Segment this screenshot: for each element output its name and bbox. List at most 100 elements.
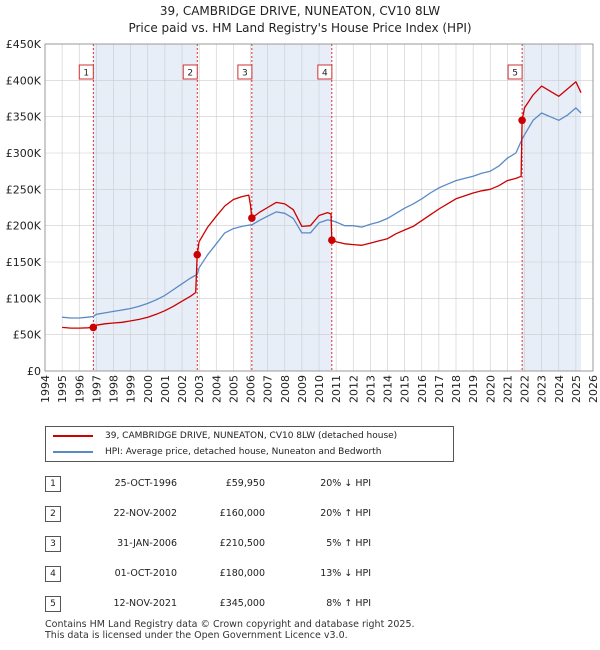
sale-price: £210,500 [219, 538, 265, 549]
chart-title: 39, CAMBRIDGE DRIVE, NUNEATON, CV10 8LW … [0, 3, 600, 37]
x-tick-label: 2002 [176, 375, 189, 403]
sale-number-badge: 4 [45, 566, 61, 582]
x-tick-label: 1997 [90, 375, 103, 403]
x-tick-label: 1998 [108, 375, 121, 403]
sale-label-text: 5 [512, 69, 518, 79]
sale-label-box [182, 64, 198, 80]
shaded-ranges [93, 44, 582, 371]
sale-label-text: 2 [187, 69, 193, 79]
sale-point [328, 236, 336, 244]
sale-point [248, 214, 256, 222]
legend-item-hpi: HPI: Average price, detached house, Nune… [53, 445, 381, 459]
x-tick-label: 2026 [587, 375, 600, 403]
y-tick-label: £200K [6, 220, 42, 233]
footer-line-1: Contains HM Land Registry data © Crown c… [45, 619, 415, 630]
title-line-1: 39, CAMBRIDGE DRIVE, NUNEATON, CV10 8LW [159, 4, 441, 18]
y-tick-label: £450K [6, 38, 42, 51]
sale-label-text: 1 [83, 69, 89, 79]
x-tick-label: 2015 [399, 375, 412, 403]
plot-frame [44, 43, 594, 372]
series-lines [62, 81, 582, 329]
x-tick-label: 2025 [570, 375, 583, 403]
x-tick-label: 2005 [227, 375, 240, 403]
y-tick-label: £300K [6, 147, 42, 160]
x-tick-label: 2007 [262, 375, 275, 403]
sale-date: 22-NOV-2002 [113, 508, 177, 519]
x-tick-label: 2012 [347, 375, 360, 403]
x-tick-label: 2017 [433, 375, 446, 403]
sale-price: £160,000 [219, 508, 265, 519]
sale-hpi-change: 13% ↓ HPI [320, 568, 371, 579]
x-tick-label: 2008 [279, 375, 292, 403]
table-row: 2 22-NOV-2002 £160,000 20% ↑ HPI [45, 506, 585, 522]
sale-date: 01-OCT-2010 [114, 568, 177, 579]
hpi-series-line [62, 107, 582, 319]
sale-hpi-change: 8% ↑ HPI [326, 598, 371, 609]
sale-number-badge: 3 [45, 536, 61, 552]
x-tick-label: 1996 [73, 375, 86, 403]
x-tick-label: 2020 [484, 375, 497, 403]
sale-points [89, 116, 526, 332]
sale-date: 12-NOV-2021 [113, 598, 177, 609]
title-line-2: Price paid vs. HM Land Registry's House … [128, 21, 472, 35]
x-tick-label: 2022 [519, 375, 532, 403]
x-tick-label: 2003 [193, 375, 206, 403]
x-tick-label: 2021 [501, 375, 514, 403]
sale-date: 31-JAN-2006 [117, 538, 177, 549]
sale-number-badge: 5 [45, 596, 61, 612]
y-tick-label: £150K [6, 256, 42, 269]
x-tick-label: 2010 [313, 375, 326, 403]
footer: Contains HM Land Registry data © Crown c… [45, 619, 415, 641]
sale-hpi-change: 20% ↑ HPI [320, 508, 371, 519]
x-tick-label: 2023 [536, 375, 549, 403]
x-tick-label: 2013 [364, 375, 377, 403]
sale-label-box [78, 64, 94, 80]
x-tick-label: 2016 [416, 375, 429, 403]
sale-label-box [507, 64, 523, 80]
x-tick-label: 2024 [553, 375, 566, 403]
x-tick-label: 2011 [330, 375, 343, 403]
legend-price-label: 39, CAMBRIDGE DRIVE, NUNEATON, CV10 8LW … [105, 431, 398, 441]
sale-number-badge: 2 [45, 506, 61, 522]
x-tick-label: 2018 [450, 375, 463, 403]
y-tick-label: £100K [6, 292, 42, 305]
shaded-range [251, 44, 332, 371]
legend-hpi-swatch [53, 451, 93, 453]
x-tick-label: 2009 [296, 375, 309, 403]
sale-price: £59,950 [225, 478, 265, 489]
x-tick-label: 2004 [210, 375, 223, 403]
sale-label-text: 4 [322, 69, 328, 79]
y-tick-label: £250K [6, 183, 42, 196]
x-tick-label: 1995 [56, 375, 69, 403]
y-tick-label: £0 [27, 365, 41, 378]
table-row: 1 25-OCT-1996 £59,950 20% ↓ HPI [45, 476, 585, 492]
price-series-line [62, 81, 582, 329]
x-tick-label: 2006 [245, 375, 258, 403]
x-tick-label: 2001 [159, 375, 172, 403]
x-tick-label: 2019 [467, 375, 480, 403]
legend-item-price: 39, CAMBRIDGE DRIVE, NUNEATON, CV10 8LW … [53, 429, 397, 443]
sale-point [193, 250, 202, 259]
legend-hpi-label: HPI: Average price, detached house, Nune… [105, 447, 382, 457]
table-row: 4 01-OCT-2010 £180,000 13% ↓ HPI [45, 566, 585, 582]
sale-point [89, 323, 98, 332]
y-tick-label: £400K [6, 74, 42, 87]
shaded-range [522, 44, 582, 371]
x-tick-label: 1994 [39, 375, 52, 403]
y-tick-labels: £0 £50K £100K £150K £200K £250K £300K £350K £400… [6, 38, 42, 378]
sale-point [518, 116, 526, 125]
sale-labels: 1 2 3 4 5 [78, 64, 523, 80]
sale-label-box [237, 64, 253, 80]
table-row: 5 12-NOV-2021 £345,000 8% ↑ HPI [45, 596, 585, 612]
legend: 39, CAMBRIDGE DRIVE, NUNEATON, CV10 8LW … [45, 426, 454, 462]
x-tick-label: 2000 [142, 375, 155, 403]
footer-line-2: This data is licensed under the Open Gov… [45, 630, 348, 641]
sale-date: 25-OCT-1996 [114, 478, 177, 489]
sale-hpi-change: 5% ↑ HPI [326, 538, 371, 549]
legend-price-swatch [53, 435, 93, 437]
x-tick-label: 1999 [125, 375, 138, 403]
sale-number-badge: 1 [45, 476, 61, 492]
x-tick-labels: 1994 1995 1996 1997 1998 1999 2000 2001 2002 2003… [39, 375, 600, 403]
x-tick-label: 2014 [382, 375, 395, 403]
shaded-range [93, 44, 198, 371]
